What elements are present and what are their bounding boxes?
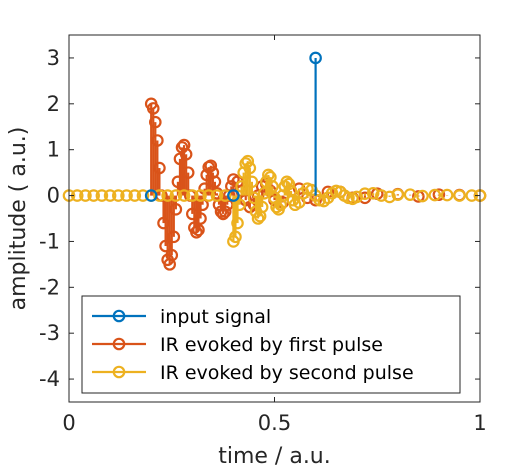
stem-marker bbox=[169, 189, 183, 202]
stem-marker bbox=[103, 189, 117, 202]
stem-marker bbox=[136, 189, 150, 202]
stem-marker bbox=[120, 189, 133, 202]
stem-marker bbox=[309, 51, 322, 65]
stem-marker bbox=[251, 212, 265, 225]
axis-ticks: 0 0.5 1 -4 -3 -2 -1 0 1 2 3 bbox=[39, 35, 487, 435]
legend-label: input signal bbox=[160, 306, 271, 328]
y-tick-label: 3 bbox=[47, 46, 60, 70]
stem-marker bbox=[241, 154, 255, 168]
stem-marker bbox=[210, 189, 224, 202]
stem-marker bbox=[167, 230, 181, 244]
stem-marker bbox=[146, 102, 160, 115]
legend-marker bbox=[112, 309, 126, 323]
stem-marker bbox=[165, 248, 179, 262]
stem-marker bbox=[204, 159, 218, 173]
y-tick-label: -2 bbox=[39, 275, 60, 299]
stem-marker bbox=[233, 198, 246, 212]
stem-marker bbox=[202, 189, 216, 202]
stem-marker bbox=[177, 189, 191, 202]
stem-marker bbox=[179, 147, 193, 161]
legend-item-1: IR evoked by first pulse bbox=[92, 334, 383, 356]
y-axis-label: amplitude ( a.u.) bbox=[6, 127, 31, 311]
stem-marker bbox=[218, 205, 232, 218]
stem-marker bbox=[266, 180, 279, 193]
stem-marker bbox=[194, 212, 207, 225]
stem-marker bbox=[391, 188, 405, 201]
stem-marker bbox=[416, 189, 429, 203]
stem-marker bbox=[190, 225, 203, 239]
stem-marker bbox=[186, 189, 199, 202]
legend-item-2: IR evoked by second pulse bbox=[92, 362, 414, 384]
series-0 bbox=[144, 51, 322, 202]
x-axis-label: time / a.u. bbox=[218, 444, 331, 469]
stem-marker bbox=[403, 188, 417, 201]
legend-item-0: input signal bbox=[92, 306, 271, 328]
stem-marker bbox=[428, 188, 442, 202]
y-tick-label: -3 bbox=[39, 321, 60, 345]
stem-marker bbox=[282, 177, 296, 191]
stem-marker bbox=[153, 189, 166, 202]
stem-marker bbox=[112, 189, 125, 202]
stem-marker bbox=[229, 230, 242, 244]
stem-marker bbox=[95, 189, 109, 202]
stem-marker bbox=[440, 188, 454, 202]
stem-marker bbox=[151, 134, 164, 147]
stem-marker bbox=[255, 200, 269, 214]
legend-marker bbox=[112, 337, 126, 351]
stem-marker bbox=[358, 187, 372, 201]
series-2 bbox=[62, 154, 487, 248]
stem-marker bbox=[181, 166, 195, 179]
data-marks bbox=[62, 51, 487, 271]
y-tick-label: 2 bbox=[47, 92, 60, 116]
y-tick-label: -1 bbox=[39, 229, 60, 253]
stem-marker bbox=[243, 161, 257, 175]
stem-marker bbox=[144, 189, 158, 202]
stem-marker bbox=[128, 189, 142, 202]
x-tick-label: 0 bbox=[62, 411, 75, 435]
stem-marker bbox=[245, 175, 259, 189]
stem-marker bbox=[169, 203, 183, 216]
legend: input signal IR evoked by first pulse IR e… bbox=[81, 295, 461, 394]
legend-label: IR evoked by second pulse bbox=[160, 362, 414, 384]
y-tick-label: 1 bbox=[47, 138, 60, 162]
x-tick-label: 0.5 bbox=[258, 411, 291, 435]
y-tick-label: -4 bbox=[39, 367, 60, 391]
stem-marker bbox=[453, 189, 466, 202]
stem-marker bbox=[79, 189, 92, 202]
stem-marker bbox=[383, 190, 396, 204]
stem-marker bbox=[161, 189, 174, 202]
legend-marker bbox=[112, 365, 126, 379]
stem-marker bbox=[87, 189, 100, 202]
x-tick-label: 1 bbox=[473, 411, 486, 435]
stem-marker bbox=[231, 216, 244, 230]
stem-marker bbox=[192, 223, 205, 237]
y-tick-label: 0 bbox=[47, 184, 60, 208]
stem-marker bbox=[149, 115, 162, 129]
stem-marker bbox=[366, 186, 380, 200]
stem-marker bbox=[153, 161, 166, 175]
stem-marker bbox=[375, 189, 388, 202]
stem-marker bbox=[218, 189, 232, 202]
stem-marker bbox=[262, 168, 275, 182]
stem-marker bbox=[194, 189, 207, 202]
stem-marker bbox=[208, 175, 222, 189]
legend-label: IR evoked by first pulse bbox=[160, 334, 383, 356]
stem-marker bbox=[227, 189, 240, 202]
